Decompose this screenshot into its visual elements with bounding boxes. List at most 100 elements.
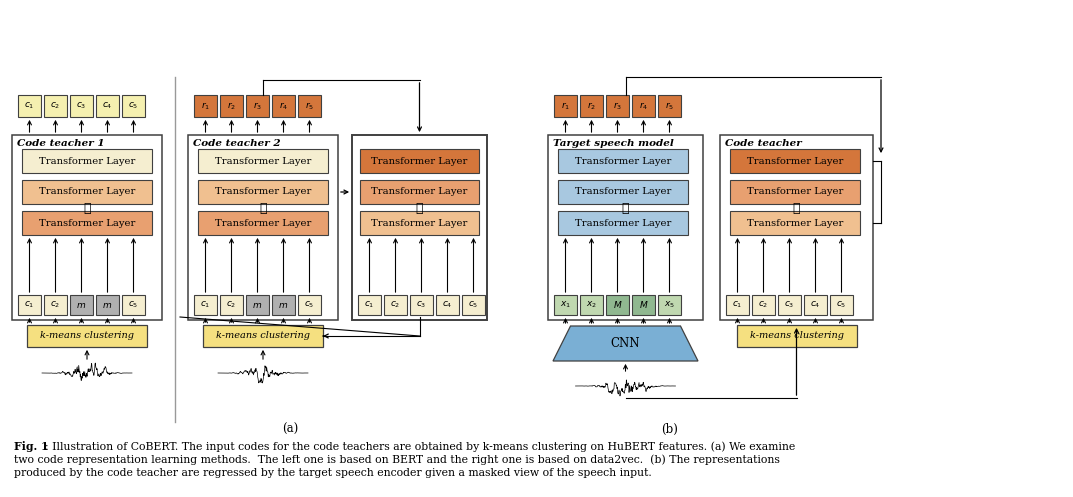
Text: $c_2$: $c_2$	[391, 300, 400, 310]
Bar	[199, 149, 328, 173]
Text: $r_3$: $r_3$	[613, 100, 622, 112]
Bar	[203, 325, 323, 347]
Text: $c_1$: $c_1$	[25, 300, 34, 310]
Text: $c_2$: $c_2$	[50, 300, 61, 310]
Bar	[188, 135, 338, 320]
Text: ⋮: ⋮	[793, 202, 800, 216]
Bar	[720, 135, 873, 320]
Bar	[632, 95, 655, 117]
Text: Transformer Layer: Transformer Layer	[575, 219, 672, 228]
Bar	[246, 95, 269, 117]
Text: (b): (b)	[662, 422, 678, 435]
Bar	[122, 295, 145, 315]
Text: Transformer Layer: Transformer Layer	[747, 219, 843, 228]
Bar	[730, 211, 859, 235]
Bar	[632, 295, 655, 315]
Text: Code teacher 2: Code teacher 2	[193, 139, 281, 148]
Bar	[730, 149, 859, 173]
Text: Transformer Layer: Transformer Layer	[39, 219, 135, 228]
Bar	[95, 295, 119, 315]
Bar	[462, 295, 485, 315]
Text: $c_5$: $c_5$	[129, 101, 138, 111]
Text: Transformer Layer: Transformer Layer	[215, 157, 311, 166]
Bar	[44, 295, 67, 315]
Text: $m$: $m$	[76, 301, 87, 310]
Bar	[361, 149, 479, 173]
Text: CNN: CNN	[611, 337, 641, 350]
Bar	[95, 95, 119, 117]
Bar	[298, 295, 321, 315]
Bar	[271, 295, 295, 315]
Bar	[778, 295, 802, 315]
Text: Fig. 1: Fig. 1	[14, 441, 48, 452]
Text: ⋮: ⋮	[84, 202, 91, 216]
Text: $c_5$: $c_5$	[836, 300, 847, 310]
Bar	[558, 211, 688, 235]
Text: $x_2$: $x_2$	[586, 300, 597, 310]
Text: $c_1$: $c_1$	[25, 101, 34, 111]
Bar	[580, 295, 603, 315]
Bar	[199, 211, 328, 235]
Text: Transformer Layer: Transformer Layer	[747, 157, 843, 166]
Text: $c_1$: $c_1$	[364, 300, 374, 310]
Bar	[831, 295, 853, 315]
Polygon shape	[553, 326, 699, 361]
Text: produced by the code teacher are regressed by the target speech encoder given a : produced by the code teacher are regress…	[14, 468, 651, 478]
Text: $c_4$: $c_4$	[810, 300, 821, 310]
Text: $c_3$: $c_3$	[416, 300, 427, 310]
Text: ⋮: ⋮	[621, 202, 629, 216]
Bar	[361, 180, 479, 204]
Bar	[271, 95, 295, 117]
Text: Transformer Layer: Transformer Layer	[39, 157, 135, 166]
Text: $c_4$: $c_4$	[442, 300, 453, 310]
Bar	[23, 211, 152, 235]
Bar	[361, 211, 479, 235]
Text: $r_4$: $r_4$	[279, 100, 289, 112]
Text: $c_1$: $c_1$	[201, 300, 210, 310]
Bar	[194, 95, 217, 117]
Bar	[580, 95, 603, 117]
Text: Transformer Layer: Transformer Layer	[371, 157, 468, 166]
Bar	[23, 180, 152, 204]
Text: k-means clustering: k-means clustering	[40, 331, 134, 340]
Text: $r_4$: $r_4$	[638, 100, 648, 112]
Text: $c_5$: $c_5$	[305, 300, 314, 310]
Text: (a): (a)	[282, 422, 298, 435]
Bar	[199, 180, 328, 204]
Text: $r_5$: $r_5$	[665, 100, 674, 112]
Bar	[122, 95, 145, 117]
Text: $c_5$: $c_5$	[468, 300, 479, 310]
Text: $x_5$: $x_5$	[664, 300, 675, 310]
Text: Code teacher 1: Code teacher 1	[17, 139, 105, 148]
Text: k-means clustering: k-means clustering	[216, 331, 310, 340]
Bar	[23, 149, 152, 173]
Bar	[658, 295, 681, 315]
Bar	[558, 180, 688, 204]
Text: Transformer Layer: Transformer Layer	[371, 187, 468, 196]
Text: $m$: $m$	[278, 301, 289, 310]
Bar	[410, 295, 433, 315]
Bar	[27, 325, 147, 347]
Text: $M$: $M$	[613, 300, 622, 311]
Bar	[606, 95, 629, 117]
Text: $c_2$: $c_2$	[50, 101, 61, 111]
Text: $M$: $M$	[638, 300, 648, 311]
Bar	[554, 295, 577, 315]
Text: k-means clustering: k-means clustering	[750, 331, 843, 340]
Bar	[18, 95, 41, 117]
Bar	[246, 295, 269, 315]
Bar	[12, 135, 162, 320]
Text: Transformer Layer: Transformer Layer	[575, 157, 672, 166]
Bar	[70, 95, 93, 117]
Bar	[658, 95, 681, 117]
Text: $r_2$: $r_2$	[587, 100, 597, 112]
Text: Code teacher: Code teacher	[725, 139, 802, 148]
Bar	[436, 295, 459, 315]
Text: $c_2$: $c_2$	[226, 300, 237, 310]
Bar	[194, 295, 217, 315]
Bar	[606, 295, 629, 315]
Text: : Illustration of CoBERT. The input codes for the code teachers are obtained by : : Illustration of CoBERT. The input code…	[45, 441, 795, 452]
Text: $x_1$: $x_1$	[560, 300, 571, 310]
Text: $m$: $m$	[102, 301, 113, 310]
Text: two code representation learning methods.  The left one is based on BERT and the: two code representation learning methods…	[14, 454, 780, 465]
